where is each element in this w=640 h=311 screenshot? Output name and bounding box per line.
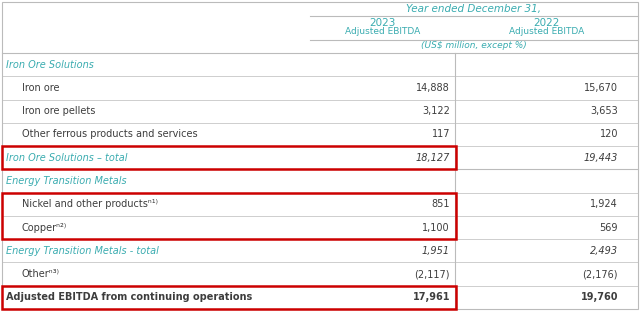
Text: 1,100: 1,100 — [422, 223, 450, 233]
Text: Nickel and other productsⁿ¹⁾: Nickel and other productsⁿ¹⁾ — [22, 199, 158, 209]
Text: 17,961: 17,961 — [413, 292, 450, 302]
Text: Year ended December 31,: Year ended December 31, — [406, 4, 541, 14]
Text: 117: 117 — [431, 129, 450, 139]
Text: 19,443: 19,443 — [584, 153, 618, 163]
Text: 3,122: 3,122 — [422, 106, 450, 116]
Text: Iron ore pellets: Iron ore pellets — [22, 106, 95, 116]
Text: 1,951: 1,951 — [422, 246, 450, 256]
Text: Energy Transition Metals: Energy Transition Metals — [6, 176, 127, 186]
Bar — [2, 193, 456, 239]
Bar — [2, 286, 456, 309]
Text: 2023: 2023 — [369, 18, 396, 28]
Text: Adjusted EBITDA: Adjusted EBITDA — [345, 27, 420, 36]
Text: Adjusted EBITDA from continuing operations: Adjusted EBITDA from continuing operatio… — [6, 292, 252, 302]
Text: Iron Ore Solutions – total: Iron Ore Solutions – total — [6, 153, 127, 163]
Text: 569: 569 — [600, 223, 618, 233]
Bar — [2, 146, 456, 169]
Text: Iron ore: Iron ore — [22, 83, 60, 93]
Text: (2,176): (2,176) — [582, 269, 618, 279]
Text: 15,670: 15,670 — [584, 83, 618, 93]
Text: (US$ million, except %): (US$ million, except %) — [421, 41, 527, 50]
Text: Copperⁿ²⁾: Copperⁿ²⁾ — [22, 223, 67, 233]
Text: 2,493: 2,493 — [590, 246, 618, 256]
Text: Otherⁿ³⁾: Otherⁿ³⁾ — [22, 269, 60, 279]
Text: 2022: 2022 — [533, 18, 560, 28]
Text: Energy Transition Metals - total: Energy Transition Metals - total — [6, 246, 159, 256]
Text: Adjusted EBITDA: Adjusted EBITDA — [509, 27, 584, 36]
Text: 3,653: 3,653 — [590, 106, 618, 116]
Text: Iron Ore Solutions: Iron Ore Solutions — [6, 60, 94, 70]
Text: 18,127: 18,127 — [415, 153, 450, 163]
Text: 851: 851 — [431, 199, 450, 209]
Text: 19,760: 19,760 — [580, 292, 618, 302]
Text: 14,888: 14,888 — [416, 83, 450, 93]
Text: (2,117): (2,117) — [415, 269, 450, 279]
Text: 120: 120 — [600, 129, 618, 139]
Text: 1,924: 1,924 — [590, 199, 618, 209]
Text: Other ferrous products and services: Other ferrous products and services — [22, 129, 198, 139]
